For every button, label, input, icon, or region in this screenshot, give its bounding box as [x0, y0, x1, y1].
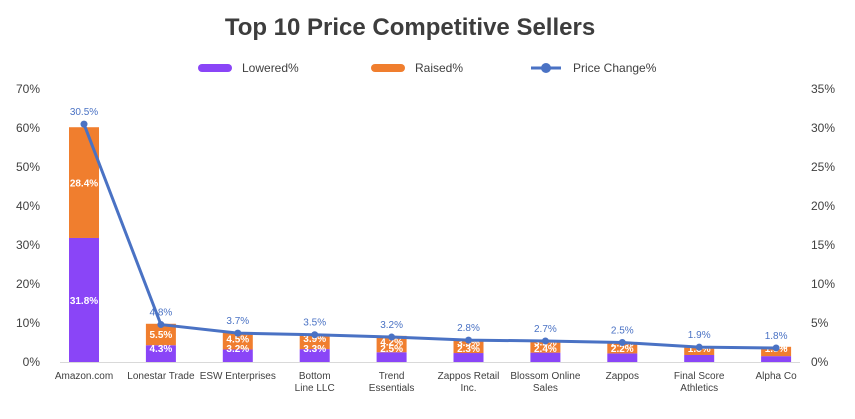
bar-lowered [69, 237, 99, 362]
y-left-tick-label: 40% [16, 199, 40, 213]
price-change-label: 2.7% [534, 324, 557, 335]
legend-lowered-swatch [198, 64, 232, 72]
price-change-label: 2.8% [457, 323, 480, 334]
y-right-tick-label: 5% [811, 316, 829, 330]
x-tick-label: Final Score [674, 371, 725, 382]
legend-lowered-label: Lowered% [242, 61, 299, 75]
y-left-tick-label: 30% [16, 238, 40, 252]
price-change-label: 1.8% [765, 331, 788, 342]
bar-lowered-label: 2.5% [380, 344, 403, 355]
bar-raised [145, 323, 176, 346]
price-change-point [311, 331, 319, 339]
bar-lowered-label: 4.3% [150, 344, 173, 355]
price-change-point [388, 333, 396, 341]
bar-raised-label: 4.2% [380, 337, 403, 348]
price-change-label: 1.9% [688, 330, 711, 341]
bar-raised [453, 339, 484, 354]
price-change-point [234, 329, 242, 337]
x-tick-label: Essentials [369, 383, 415, 394]
legend-price-change-label: Price Change% [573, 61, 657, 75]
legend-raised-swatch [371, 64, 405, 72]
price-change-point [772, 344, 780, 352]
price-change-point [618, 339, 626, 346]
x-tick-label: Trend [379, 371, 405, 382]
bar-lowered [376, 352, 407, 362]
bar-raised-label: 5.5% [150, 330, 173, 341]
price-change-point [541, 337, 549, 345]
y-right-tick-label: 20% [811, 199, 835, 213]
bar-lowered [222, 349, 253, 362]
y-left-tick-label: 70% [16, 82, 40, 96]
bar-lowered-label: 3.3% [303, 344, 326, 355]
bar-lowered [607, 353, 638, 362]
price-change-label: 4.8% [150, 308, 173, 319]
price-change-point [157, 321, 165, 329]
bar-raised-label: 3.9% [303, 334, 326, 345]
bar-lowered [684, 354, 715, 362]
x-tick-label: Inc. [460, 383, 476, 394]
y-left-tick-label: 20% [16, 277, 40, 291]
x-tick-label: Bottom [299, 371, 331, 382]
price-change-label: 3.7% [226, 316, 249, 327]
x-tick-label: Lonestar Trade [127, 371, 195, 382]
y-right-tick-label: 25% [811, 160, 835, 174]
bar-lowered-label: 31.8% [70, 296, 98, 307]
x-tick-label: Amazon.com [55, 371, 113, 382]
bar-raised [607, 342, 638, 354]
y-right-tick-label: 30% [811, 121, 835, 135]
legend-price-change-swatch-marker [541, 63, 551, 73]
bar-lowered [145, 345, 176, 362]
x-tick-label: Sales [533, 383, 558, 394]
x-tick-label: Zappos Retail [438, 371, 500, 382]
x-tick-label: Blossom Online [510, 371, 580, 382]
price-change-label: 2.5% [611, 326, 634, 337]
y-left-tick-label: 50% [16, 160, 40, 174]
bar-raised [530, 340, 561, 353]
price-change-line [82, 123, 777, 350]
bar-raised [69, 127, 99, 238]
x-tick-label: Zappos [606, 371, 639, 382]
bar-lowered-label: 3.2% [226, 344, 249, 355]
y-right-tick-label: 35% [811, 82, 835, 96]
price-change-point [695, 343, 703, 351]
price-change-label: 3.5% [303, 318, 326, 329]
bar-lowered-label: 2.4% [534, 344, 557, 355]
bar-raised-label: 28.4% [70, 179, 98, 190]
bar-raised [299, 333, 330, 350]
x-tick-label: ESW Enterprises [200, 371, 276, 382]
price-change-label: 30.5% [70, 107, 98, 118]
bar-lowered [761, 356, 792, 362]
bar-raised-label: 4.5% [226, 335, 249, 346]
bar-lowered [299, 349, 330, 362]
price-change-point [80, 120, 88, 128]
chart-title: Top 10 Price Competitive Sellers [224, 14, 596, 41]
bar-raised [684, 347, 715, 355]
bar-raised [222, 331, 253, 350]
bar-raised [376, 335, 407, 353]
price-change-label: 3.2% [380, 320, 403, 331]
bar-raised [761, 346, 792, 357]
y-left-tick-label: 0% [23, 355, 41, 369]
y-right-tick-label: 10% [811, 277, 835, 291]
x-tick-label: Athletics [680, 383, 718, 394]
legend-raised-label: Raised% [415, 61, 463, 75]
y-left-tick-label: 60% [16, 121, 40, 135]
y-right-tick-label: 15% [811, 238, 835, 252]
x-tick-label: Alpha Co [756, 371, 798, 382]
bar-lowered [530, 352, 561, 362]
y-right-tick-label: 0% [811, 355, 829, 369]
price-change-point [465, 336, 472, 344]
x-tick-label: Line LLC [295, 383, 335, 394]
bar-lowered-label: 2.2% [611, 344, 634, 355]
bar-lowered [453, 353, 484, 362]
y-left-tick-label: 10% [16, 316, 40, 330]
bar-lowered-label: 2.3% [457, 344, 480, 355]
